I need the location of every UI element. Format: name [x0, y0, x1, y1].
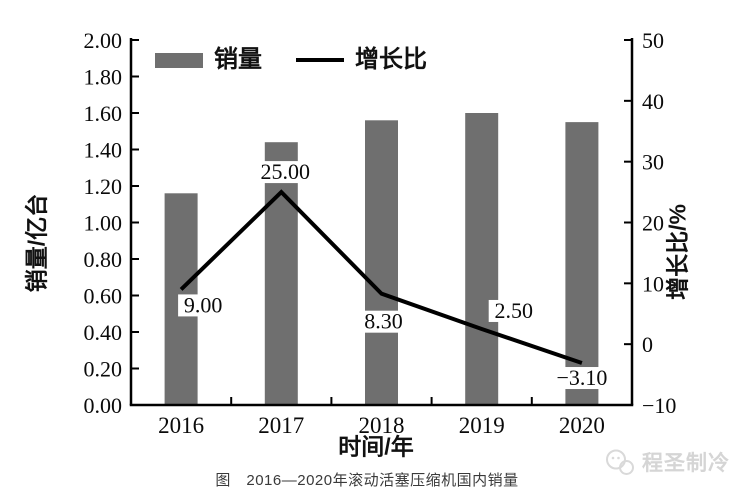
left-axis-tick-label: 1.60: [84, 101, 123, 126]
left-axis-tick-label: 2.00: [84, 28, 123, 53]
legend-item-growth: 增长比: [296, 48, 427, 72]
growth-value-label: 9.00: [184, 292, 223, 317]
figure-caption: 图 2016—2020年滚动活塞压缩机国内销量: [215, 472, 519, 489]
x-axis-title: 时间/年: [338, 433, 414, 460]
left-axis-title: 销量/亿台: [23, 193, 50, 293]
sales-bar-2018: [365, 120, 398, 406]
x-axis-tick-label: 2016: [158, 413, 204, 438]
line-swatch-icon: [296, 58, 344, 62]
x-axis-tick-label: 2020: [559, 413, 605, 438]
left-axis-tick-label: 0.20: [84, 357, 123, 382]
growth-value-label: 25.00: [261, 159, 311, 184]
growth-value-label: −3.10: [556, 365, 607, 390]
growth-value-label-bg: [551, 367, 613, 390]
right-axis-tick-label: −10: [642, 393, 676, 418]
x-axis-tick-label: 2019: [459, 413, 505, 438]
growth-value-label: 2.50: [494, 298, 533, 323]
legend-label-sales: 销量: [214, 46, 262, 73]
right-axis-tick-label: 40: [642, 89, 664, 114]
right-axis-tick-label: 30: [642, 150, 664, 175]
growth-value-label-bg: [488, 299, 539, 322]
growth-value-label-bg: [358, 310, 409, 333]
legend: 销量 增长比: [155, 46, 427, 74]
growth-value-label: 8.30: [364, 309, 403, 334]
right-axis-tick-label: 10: [642, 271, 664, 296]
x-axis-tick-label: 2017: [258, 413, 304, 438]
growth-value-label-bg: [254, 161, 316, 184]
watermark: 程圣制冷: [604, 447, 730, 479]
watermark-text: 程圣制冷: [642, 451, 730, 475]
left-axis-tick-label: 0.60: [84, 284, 123, 309]
x-axis-tick-label: 2018: [359, 413, 405, 438]
left-axis-tick-label: 1.40: [84, 138, 123, 163]
growth-value-label-bg: [178, 294, 229, 317]
bar-swatch-icon: [155, 52, 203, 68]
chat-bubbles-icon: [606, 449, 634, 475]
right-axis-tick-label: 0: [642, 332, 653, 357]
legend-label-growth: 增长比: [355, 46, 427, 73]
sales-bar-2017: [264, 142, 298, 405]
right-axis-tick-label: 50: [642, 28, 664, 53]
left-axis-tick-label: 1.20: [84, 174, 123, 199]
growth-line: [179, 189, 583, 365]
legend-item-sales: 销量: [155, 48, 262, 72]
right-axis-title: 增长比/%: [664, 204, 691, 300]
left-axis-tick-label: 0.80: [84, 247, 123, 272]
left-axis-tick-label: 1.00: [84, 211, 123, 236]
left-axis-tick-label: 1.80: [84, 65, 123, 90]
right-axis-tick-label: 20: [642, 211, 664, 236]
left-axis-tick-label: 0.00: [84, 393, 123, 418]
left-axis-tick-label: 0.40: [84, 320, 123, 345]
sales-bar-2019: [465, 113, 499, 405]
